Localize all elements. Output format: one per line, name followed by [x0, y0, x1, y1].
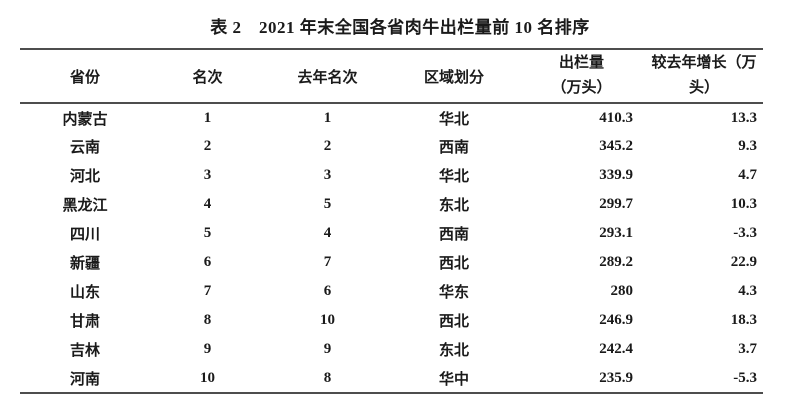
cell-last-year-rank: 6 [323, 283, 332, 299]
cell-output: 235.9 [599, 369, 633, 386]
column-header-output-line1: 出栏量 [558, 55, 604, 71]
cell-last-year-rank: 10 [320, 312, 335, 328]
table-container: 省份 名次 去年名次 区域划分 出栏量 （万头） 较去年增长（万 头） [20, 48, 763, 394]
cell-rank: 9 [203, 341, 212, 357]
cell-growth: 4.7 [738, 167, 757, 183]
cell-output: 339.9 [599, 167, 633, 183]
table-row: 甘肃 8 10 西北 246.9 18.3 [20, 306, 763, 335]
cell-growth: 22.9 [730, 254, 757, 270]
column-header-region: 区域划分 [390, 49, 518, 104]
cell-growth: 10.3 [730, 196, 757, 212]
cell-output: 242.4 [599, 341, 633, 357]
cell-rank: 5 [203, 225, 212, 241]
cell-last-year-rank: 2 [323, 138, 332, 154]
cell-province: 四川 [69, 227, 100, 243]
cell-rank: 10 [200, 369, 215, 386]
cell-growth: 18.3 [730, 312, 757, 328]
cell-last-year-rank: 3 [323, 167, 332, 183]
cell-output: 280 [610, 283, 634, 299]
cell-province: 山东 [69, 285, 100, 301]
column-header-rank: 名次 [150, 49, 265, 104]
table-row: 内蒙古 1 1 华北 410.3 13.3 [20, 103, 763, 132]
cell-rank: 7 [203, 283, 212, 299]
table-row: 山东 7 6 华东 280 4.3 [20, 277, 763, 306]
cell-province: 内蒙古 [62, 111, 108, 128]
cell-region: 东北 [438, 343, 469, 359]
cell-growth: 3.7 [738, 341, 757, 357]
table-caption: 表 2 2021 年末全国各省肉牛出栏量前 10 名排序 [210, 18, 590, 37]
cell-province: 黑龙江 [62, 198, 108, 214]
header-row: 省份 名次 去年名次 区域划分 出栏量 （万头） 较去年增长（万 头） [20, 49, 763, 104]
column-header-output: 出栏量 （万头） [518, 49, 645, 104]
ranking-table: 省份 名次 去年名次 区域划分 出栏量 （万头） 较去年增长（万 头） [20, 48, 763, 394]
column-header-province: 省份 [20, 49, 150, 104]
cell-growth: -3.3 [733, 225, 757, 241]
cell-province: 甘肃 [69, 314, 100, 330]
cell-region: 华北 [438, 169, 469, 185]
cell-region: 西南 [438, 140, 469, 156]
cell-growth: 9.3 [738, 138, 757, 154]
cell-last-year-rank: 8 [323, 369, 332, 386]
cell-last-year-rank: 9 [323, 341, 332, 357]
column-header-growth-line1: 较去年增长（万 [651, 55, 757, 71]
cell-province: 河北 [69, 169, 100, 185]
cell-rank: 1 [203, 109, 212, 126]
cell-region: 西南 [438, 227, 469, 243]
cell-growth: -5.3 [733, 369, 757, 386]
cell-province: 吉林 [69, 343, 100, 359]
table-row: 云南 2 2 西南 345.2 9.3 [20, 132, 763, 161]
cell-output: 299.7 [599, 196, 633, 212]
cell-region: 西北 [438, 256, 469, 272]
cell-region: 西北 [438, 314, 469, 330]
column-header-growth: 较去年增长（万 头） [645, 49, 763, 104]
cell-last-year-rank: 7 [323, 254, 332, 270]
cell-region: 华东 [438, 285, 469, 301]
table-row: 河北 3 3 华北 339.9 4.7 [20, 161, 763, 190]
table-row: 黑龙江 4 5 东北 299.7 10.3 [20, 190, 763, 219]
cell-growth: 13.3 [730, 109, 757, 126]
cell-rank: 3 [203, 167, 212, 183]
table-row: 四川 5 4 西南 293.1 -3.3 [20, 219, 763, 248]
cell-last-year-rank: 1 [323, 109, 332, 126]
cell-last-year-rank: 5 [323, 196, 332, 212]
table-row: 新疆 6 7 西北 289.2 22.9 [20, 248, 763, 277]
cell-rank: 4 [203, 196, 212, 212]
column-header-output-line2: （万头） [551, 80, 612, 96]
cell-province: 云南 [69, 140, 100, 156]
cell-output: 246.9 [599, 312, 633, 328]
cell-last-year-rank: 4 [323, 225, 332, 241]
cell-region: 东北 [438, 198, 469, 214]
cell-output: 410.3 [599, 109, 633, 126]
cell-output: 289.2 [599, 254, 633, 270]
cell-output: 293.1 [599, 225, 633, 241]
table-row: 吉林 9 9 东北 242.4 3.7 [20, 335, 763, 364]
cell-region: 华中 [438, 371, 469, 388]
cell-province: 新疆 [69, 256, 100, 272]
cell-output: 345.2 [599, 138, 633, 154]
cell-rank: 6 [203, 254, 212, 270]
cell-growth: 4.3 [738, 283, 757, 299]
cell-province: 河南 [69, 371, 100, 388]
cell-rank: 2 [203, 138, 212, 154]
column-header-growth-line2: 头） [688, 80, 719, 96]
column-header-last-year-rank: 去年名次 [265, 49, 390, 104]
cell-rank: 8 [203, 312, 212, 328]
cell-region: 华北 [438, 111, 469, 128]
table-row: 河南 10 8 华中 235.9 -5.3 [20, 364, 763, 393]
